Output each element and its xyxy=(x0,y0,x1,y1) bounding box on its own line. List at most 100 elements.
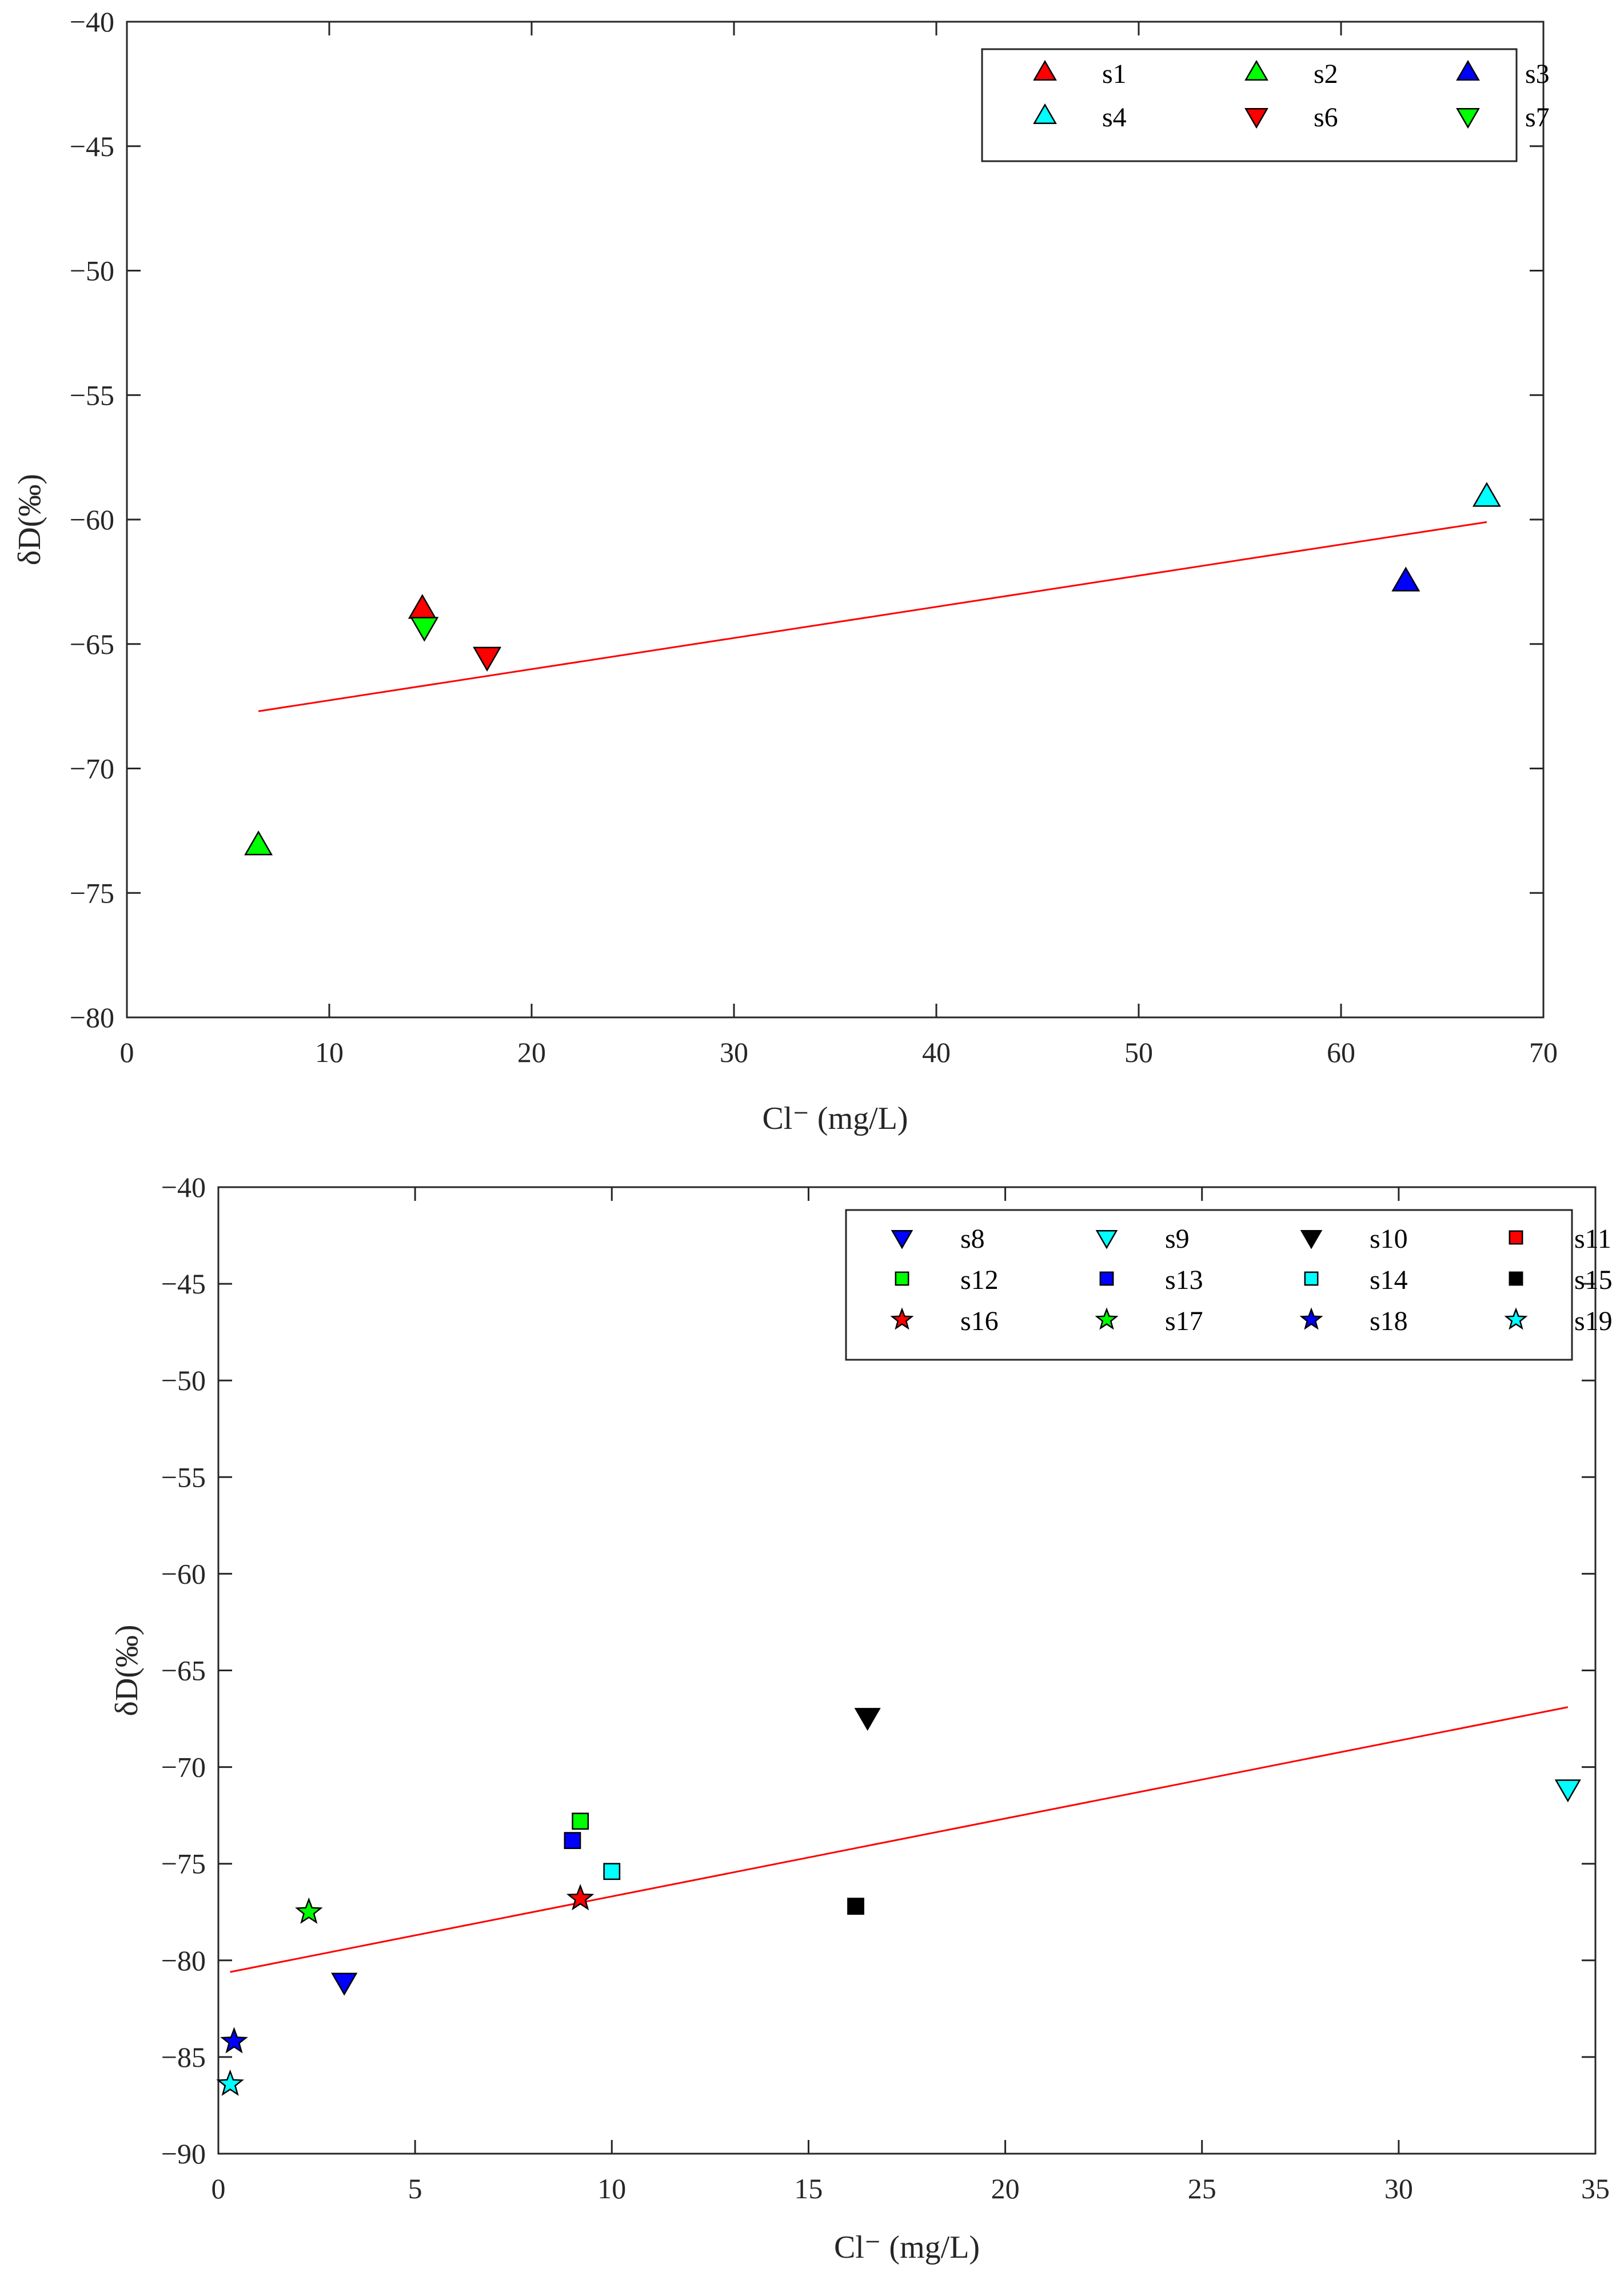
legend-marker-s14 xyxy=(1304,1271,1319,1286)
plot-area-frame xyxy=(126,21,1545,1019)
legend-marker-s4 xyxy=(1033,103,1057,125)
legend-marker-s9 xyxy=(1095,1230,1118,1249)
legend-marker-s6 xyxy=(1244,107,1268,129)
legend-label-s15: s15 xyxy=(1574,1265,1613,1295)
data-point-s2 xyxy=(244,830,273,856)
data-point-s3 xyxy=(1391,566,1420,592)
x-tick-label: 35 xyxy=(1581,2173,1610,2205)
regression-line xyxy=(230,1706,1569,1973)
y-axis-label: δD(‰) xyxy=(109,1624,145,1716)
chart-1: 0 10 20 30 40 50 60 70 −40 −45 −50 −55 −60 −65 −70 −75 −… xyxy=(12,6,1558,1136)
legend-label-s11: s11 xyxy=(1574,1224,1611,1254)
legend-label-s12: s12 xyxy=(960,1265,999,1295)
legend-label-s10: s10 xyxy=(1370,1224,1408,1254)
y-tick-label: −50 xyxy=(161,1364,206,1396)
data-point-s17 xyxy=(294,1897,323,1924)
x-tick-label: 30 xyxy=(1384,2173,1413,2205)
legend-marker-s17 xyxy=(1095,1307,1119,1330)
x-axis-label: Cl⁻ (mg/L) xyxy=(834,2230,980,2265)
legend-marker-s18 xyxy=(1299,1307,1323,1330)
legend-label-s18: s18 xyxy=(1370,1306,1408,1336)
y-tick-label: −80 xyxy=(161,1944,206,1976)
legend-marker-s8 xyxy=(891,1230,913,1249)
legend: s1 s2 s3 s4 s6 s7 xyxy=(981,48,1550,162)
y-tick-label: −45 xyxy=(161,1268,206,1300)
legend-label-s19: s19 xyxy=(1574,1306,1613,1336)
data-point-s10 xyxy=(854,1708,881,1731)
data-point-s12 xyxy=(572,1812,589,1830)
y-tick-label: −50 xyxy=(70,255,114,287)
legend-label-s3: s3 xyxy=(1525,59,1550,89)
x-tick-label: 0 xyxy=(212,2173,226,2205)
data-point-s7 xyxy=(410,617,439,642)
legend-label-s7: s7 xyxy=(1525,102,1550,133)
legend-marker-s10 xyxy=(1300,1230,1323,1249)
y-tick-label: −40 xyxy=(70,6,114,38)
x-tick-label: 70 xyxy=(1529,1036,1558,1068)
legend-label-s1: s1 xyxy=(1102,59,1127,89)
y-tick-label: −75 xyxy=(70,877,114,909)
legend-box xyxy=(981,48,1518,162)
legend-label-s6: s6 xyxy=(1314,102,1338,133)
data-point-s4 xyxy=(1472,482,1501,507)
x-axis-label: Cl⁻ (mg/L) xyxy=(762,1101,908,1136)
y-tick-label: −70 xyxy=(70,753,114,785)
legend-label-s13: s13 xyxy=(1165,1265,1203,1295)
legend-marker-s1 xyxy=(1033,59,1057,81)
y-tick-label: −65 xyxy=(70,628,114,660)
y-tick-label: −60 xyxy=(161,1558,206,1590)
y-tick-label: −85 xyxy=(161,2041,206,2073)
legend-marker-s15 xyxy=(1509,1271,1523,1286)
regression-line xyxy=(258,521,1487,712)
legend-label-s8: s8 xyxy=(960,1224,985,1254)
x-tick-label: 10 xyxy=(597,2173,626,2205)
chart-2: 0 5 10 15 20 25 30 35 −40 −45 −50 −55 −60 −65 −70 −75 −8… xyxy=(109,1171,1613,2265)
legend-marker-s13 xyxy=(1099,1271,1114,1286)
y-tick-label: −70 xyxy=(161,1751,206,1783)
legend-marker-s19 xyxy=(1504,1307,1528,1330)
x-tick-label: 20 xyxy=(991,2173,1020,2205)
data-point-s9 xyxy=(1554,1779,1581,1803)
data-point-s8 xyxy=(331,1972,358,1996)
data-point-s18 xyxy=(220,2027,248,2054)
y-axis-label: δD(‰) xyxy=(12,474,47,565)
x-tick-label: 30 xyxy=(720,1036,748,1068)
y-tick-label: −40 xyxy=(161,1171,206,1203)
data-point-s1 xyxy=(408,594,437,619)
y-tick-label: −90 xyxy=(161,2138,206,2170)
legend-label-s4: s4 xyxy=(1102,102,1127,133)
x-tick-label: 5 xyxy=(408,2173,422,2205)
legend-marker-s12 xyxy=(895,1271,909,1286)
legend-marker-s7 xyxy=(1456,107,1480,129)
y-tick-label: −75 xyxy=(161,1848,206,1880)
legend-marker-s16 xyxy=(890,1307,914,1330)
legend-label-s17: s17 xyxy=(1165,1306,1203,1336)
x-tick-label: 50 xyxy=(1124,1036,1153,1068)
data-point-s16 xyxy=(566,1884,594,1911)
legend-marker-s2 xyxy=(1244,59,1268,81)
x-tick-label: 60 xyxy=(1327,1036,1355,1068)
y-tick-label: −65 xyxy=(161,1655,206,1687)
legend-marker-s3 xyxy=(1456,59,1480,81)
x-tick-label: 15 xyxy=(794,2173,823,2205)
data-point-s19 xyxy=(216,2069,244,2096)
legend-label-s2: s2 xyxy=(1314,59,1338,89)
legend-label-s14: s14 xyxy=(1370,1265,1408,1295)
x-tick-label: 10 xyxy=(315,1036,344,1068)
data-point-s13 xyxy=(564,1832,581,1850)
legend-label-s9: s9 xyxy=(1165,1224,1190,1254)
data-point-s14 xyxy=(603,1863,621,1880)
x-tick-label: 0 xyxy=(120,1036,134,1068)
y-tick-label: −55 xyxy=(70,379,114,411)
data-point-s6 xyxy=(473,646,502,672)
legend: s8 s9 s10 s11 s12 s13 s14 s15 s16 s17 s18 s19 xyxy=(845,1209,1613,1361)
x-tick-label: 25 xyxy=(1188,2173,1216,2205)
x-tick-label: 40 xyxy=(922,1036,951,1068)
y-tick-label: −45 xyxy=(70,130,114,162)
data-point-s15 xyxy=(847,1898,864,1915)
y-tick-label: −80 xyxy=(70,1001,114,1033)
x-tick-label: 20 xyxy=(517,1036,546,1068)
legend-marker-s11 xyxy=(1509,1230,1523,1245)
legend-label-s16: s16 xyxy=(960,1306,999,1336)
